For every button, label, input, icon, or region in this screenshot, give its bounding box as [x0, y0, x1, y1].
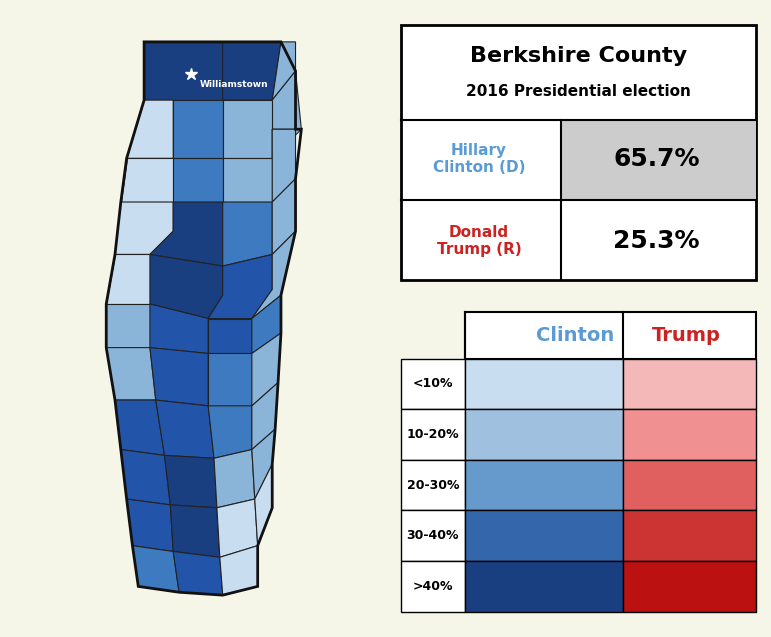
FancyBboxPatch shape [465, 312, 756, 359]
Text: 65.7%: 65.7% [613, 147, 699, 171]
FancyBboxPatch shape [623, 409, 756, 460]
FancyBboxPatch shape [465, 460, 623, 510]
FancyBboxPatch shape [401, 510, 465, 561]
Polygon shape [252, 231, 295, 318]
FancyBboxPatch shape [401, 359, 465, 409]
Polygon shape [106, 254, 150, 304]
Polygon shape [150, 348, 208, 406]
Polygon shape [173, 552, 223, 595]
Polygon shape [252, 333, 281, 406]
Text: Hillary
Clinton (D): Hillary Clinton (D) [433, 143, 525, 175]
Polygon shape [252, 383, 278, 450]
Polygon shape [272, 129, 295, 202]
Text: Donald
Trump (R): Donald Trump (R) [436, 225, 521, 257]
Polygon shape [223, 159, 272, 202]
Polygon shape [173, 159, 223, 202]
Text: Clinton: Clinton [536, 326, 614, 345]
FancyBboxPatch shape [401, 409, 465, 460]
Polygon shape [252, 295, 281, 354]
Polygon shape [126, 499, 173, 552]
Text: 25.3%: 25.3% [613, 229, 699, 253]
Polygon shape [223, 202, 272, 266]
Polygon shape [223, 100, 272, 159]
FancyBboxPatch shape [465, 510, 623, 561]
Polygon shape [173, 100, 223, 159]
Polygon shape [133, 546, 179, 592]
Polygon shape [272, 42, 295, 100]
FancyBboxPatch shape [623, 561, 756, 612]
FancyBboxPatch shape [561, 120, 756, 200]
Polygon shape [170, 505, 220, 557]
Polygon shape [115, 202, 173, 254]
Polygon shape [106, 304, 150, 348]
Polygon shape [150, 202, 223, 266]
Polygon shape [220, 546, 258, 595]
Polygon shape [208, 318, 252, 354]
Polygon shape [214, 450, 254, 508]
Polygon shape [164, 455, 217, 508]
FancyBboxPatch shape [465, 409, 623, 460]
Polygon shape [208, 354, 252, 406]
Text: 30-40%: 30-40% [406, 529, 459, 542]
Polygon shape [272, 179, 295, 254]
Polygon shape [150, 304, 208, 354]
Polygon shape [223, 42, 281, 100]
Polygon shape [106, 348, 156, 400]
Polygon shape [252, 429, 275, 499]
FancyBboxPatch shape [623, 460, 756, 510]
Polygon shape [121, 450, 170, 505]
Polygon shape [208, 406, 252, 458]
Text: Berkshire County: Berkshire County [470, 46, 687, 66]
Polygon shape [144, 42, 223, 100]
Text: Williamstown: Williamstown [200, 80, 268, 89]
Polygon shape [156, 400, 214, 458]
FancyBboxPatch shape [465, 359, 623, 409]
Polygon shape [150, 254, 223, 318]
FancyBboxPatch shape [623, 510, 756, 561]
Text: <10%: <10% [412, 377, 453, 390]
Polygon shape [272, 129, 301, 159]
FancyBboxPatch shape [401, 561, 465, 612]
Polygon shape [208, 254, 272, 318]
Polygon shape [272, 71, 301, 144]
Polygon shape [115, 400, 164, 455]
Polygon shape [126, 100, 173, 159]
Text: >40%: >40% [412, 580, 453, 592]
Text: 20-30%: 20-30% [406, 478, 459, 492]
FancyBboxPatch shape [623, 359, 756, 409]
Text: 2016 Presidential election: 2016 Presidential election [466, 84, 691, 99]
FancyBboxPatch shape [465, 561, 623, 612]
Polygon shape [254, 464, 272, 546]
Polygon shape [217, 499, 258, 557]
Polygon shape [121, 159, 173, 202]
Text: Trump: Trump [652, 326, 721, 345]
FancyBboxPatch shape [401, 25, 756, 280]
FancyBboxPatch shape [401, 460, 465, 510]
Text: 10-20%: 10-20% [406, 428, 460, 441]
